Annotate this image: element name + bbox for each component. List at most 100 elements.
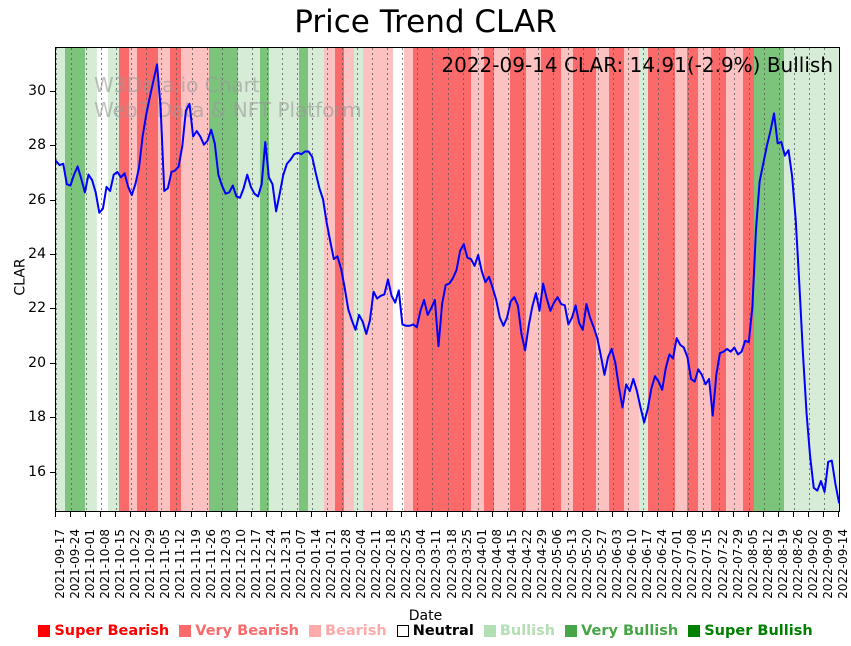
x-axis-tick-mark xyxy=(551,512,553,517)
sentiment-band-very_bullish xyxy=(209,48,238,511)
x-axis-tick-mark xyxy=(326,512,328,517)
y-axis-tick-mark xyxy=(50,471,55,473)
legend-label: Super Bullish xyxy=(704,623,813,639)
sentiment-band-bearish xyxy=(128,48,138,511)
sentiment-band-bearish xyxy=(726,48,744,511)
x-axis-tick-mark xyxy=(446,512,448,517)
gridline xyxy=(296,48,298,511)
x-axis-tick-mark xyxy=(506,512,508,517)
sentiment-band-very_bearish xyxy=(118,48,129,511)
legend-label: Very Bearish xyxy=(195,623,299,639)
gridline xyxy=(673,48,675,511)
gridline xyxy=(191,48,193,511)
sentiment-band-bullish xyxy=(56,48,66,511)
sentiment-band-bullish xyxy=(353,48,363,511)
y-axis-tick-mark xyxy=(50,145,55,147)
gridline xyxy=(733,48,735,511)
sentiment-band-very_bearish xyxy=(170,48,182,511)
gridline xyxy=(839,48,840,511)
legend: Super Bearish Very Bearish Bearish Neutral B… xyxy=(0,623,851,639)
gridline xyxy=(221,48,223,511)
x-axis-tick-mark xyxy=(491,512,493,517)
x-axis-tick-mark xyxy=(431,512,433,517)
gridline xyxy=(492,48,494,511)
gridline xyxy=(372,48,374,511)
sentiment-band-bullish xyxy=(84,48,98,511)
y-axis-tick-mark xyxy=(50,253,55,255)
price-line xyxy=(56,63,839,504)
legend-swatch-icon xyxy=(396,625,409,637)
gridline xyxy=(718,48,720,511)
gridline xyxy=(808,48,810,511)
x-axis-tick-mark xyxy=(777,512,779,517)
sentiment-band-very_bearish xyxy=(647,48,675,511)
x-axis-tick-mark xyxy=(838,512,839,517)
x-axis-tick-mark xyxy=(70,512,72,517)
y-axis-tick-mark xyxy=(50,362,55,364)
x-axis-tick-mark xyxy=(627,512,629,517)
legend-swatch-icon xyxy=(38,625,51,637)
gridline xyxy=(206,48,208,511)
sentiment-band-bearish xyxy=(470,48,484,511)
x-axis-tick-mark xyxy=(807,512,809,517)
gridline xyxy=(357,48,359,511)
gridline xyxy=(432,48,434,511)
gridline-layer xyxy=(56,48,839,511)
x-axis-tick-mark xyxy=(190,512,192,517)
gridline xyxy=(161,48,163,511)
sentiment-band-very_bearish xyxy=(687,48,699,511)
gridline xyxy=(447,48,449,511)
legend-item-bullish[interactable]: Bullish xyxy=(483,623,555,639)
x-axis-tick-mark xyxy=(100,512,102,517)
page-title: Price Trend CLAR xyxy=(294,4,557,40)
x-axis-tick-mark xyxy=(732,512,734,517)
legend-swatch-icon xyxy=(308,625,321,637)
gridline xyxy=(327,48,329,511)
gridline xyxy=(266,48,268,511)
x-axis-tick-mark xyxy=(175,512,177,517)
y-axis-tick-mark xyxy=(50,199,55,201)
y-axis-tick-label: 28 xyxy=(28,137,46,154)
sentiment-band-bullish xyxy=(268,48,299,511)
legend-item-super-bullish[interactable]: Super Bullish xyxy=(688,623,813,639)
sentiment-band-very_bearish xyxy=(413,48,471,511)
x-axis-tick-mark xyxy=(762,512,764,517)
gridline xyxy=(311,48,313,511)
gridline xyxy=(823,48,825,511)
gridline xyxy=(763,48,765,511)
x-axis-tick-mark xyxy=(416,512,418,517)
legend-item-very-bullish[interactable]: Very Bullish xyxy=(565,623,678,639)
sentiment-band-very_bullish xyxy=(65,48,85,511)
gridline xyxy=(131,48,133,511)
sentiment-band-layer xyxy=(56,48,839,511)
sentiment-band-bullish xyxy=(784,48,839,511)
legend-item-super-bearish[interactable]: Super Bearish xyxy=(38,623,169,639)
sentiment-band-bearish xyxy=(561,48,573,511)
gridline xyxy=(598,48,600,511)
x-axis-tick-mark xyxy=(657,512,659,517)
x-axis-tick-mark xyxy=(461,512,463,517)
y-axis-label: CLAR xyxy=(12,257,29,296)
x-axis-tick-mark xyxy=(371,512,373,517)
y-axis-tick-mark xyxy=(50,417,55,419)
legend-item-neutral[interactable]: Neutral xyxy=(396,623,474,639)
sentiment-band-bearish xyxy=(323,48,335,511)
legend-item-bearish[interactable]: Bearish xyxy=(308,623,387,639)
sentiment-band-bullish xyxy=(237,48,260,511)
legend-swatch-icon xyxy=(688,625,701,637)
x-axis-tick-mark xyxy=(85,512,87,517)
gridline xyxy=(643,48,645,511)
x-axis-tick-mark xyxy=(280,512,282,517)
y-axis-tick-label: 16 xyxy=(28,463,46,480)
x-axis-tick-mark xyxy=(566,512,568,517)
legend-item-very-bearish[interactable]: Very Bearish xyxy=(179,623,299,639)
sentiment-band-bearish xyxy=(344,48,354,511)
legend-swatch-icon xyxy=(483,625,496,637)
gridline xyxy=(462,48,464,511)
y-axis-tick-label: 20 xyxy=(28,354,46,371)
legend-swatch-icon xyxy=(179,625,192,637)
gridline xyxy=(552,48,554,511)
sentiment-band-very_bearish xyxy=(334,48,345,511)
x-axis-tick-mark xyxy=(717,512,719,517)
y-axis-tick-label: 26 xyxy=(28,191,46,208)
